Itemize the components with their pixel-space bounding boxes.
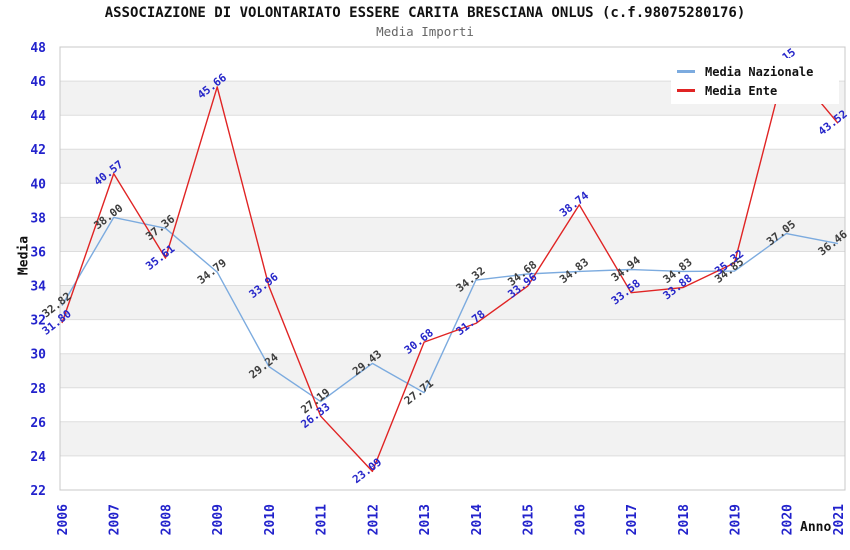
plot-band — [60, 115, 845, 150]
legend-swatch-icon — [677, 70, 695, 73]
series-line-media-ente[interactable] — [61, 60, 839, 473]
plot-band — [60, 421, 845, 456]
y-tick-label: 42 — [30, 143, 46, 158]
y-tick-label: 28 — [30, 382, 46, 397]
y-tick-label: 44 — [30, 109, 46, 124]
x-tick-label: 2011 — [315, 504, 330, 535]
y-tick-label: 24 — [30, 450, 46, 465]
plot-band — [60, 353, 845, 388]
x-tick-label: 2016 — [573, 504, 588, 535]
legend-item-media-ente[interactable]: Media Ente — [677, 81, 833, 100]
x-tick-label: 2013 — [418, 504, 433, 535]
plot-band — [60, 285, 845, 320]
x-tick-label: 2014 — [470, 504, 485, 535]
plot-band — [60, 387, 845, 422]
legend-label: Media Nazionale — [705, 64, 814, 79]
y-axis-title: Media — [16, 235, 32, 276]
x-tick-label: 2007 — [108, 504, 123, 535]
y-tick-label: 46 — [30, 75, 46, 90]
x-tick-label: 2019 — [729, 504, 744, 535]
plot-band — [60, 183, 845, 218]
x-tick-label: 2008 — [160, 504, 175, 535]
x-tick-label: 2021 — [832, 504, 847, 535]
y-tick-label: 22 — [30, 484, 46, 499]
legend-swatch-icon — [677, 89, 695, 92]
y-tick-label: 30 — [30, 348, 46, 363]
chart-subtitle: Media Importi — [376, 24, 474, 39]
x-tick-label: 2017 — [625, 504, 640, 535]
plot-band — [60, 251, 845, 286]
plot-band — [60, 217, 845, 252]
series-line-media-nazionale[interactable] — [61, 216, 839, 403]
y-tick-label: 48 — [30, 41, 46, 56]
chart-title: ASSOCIAZIONE DI VOLONTARIATO ESSERE CARI… — [104, 5, 746, 21]
y-tick-label: 36 — [30, 246, 46, 261]
x-tick-label: 2010 — [263, 504, 278, 535]
y-tick-label: 26 — [30, 416, 46, 431]
plot-band — [60, 455, 845, 490]
legend-item-media-nazionale[interactable]: Media Nazionale — [677, 62, 833, 81]
x-tick-label: 2020 — [780, 504, 795, 535]
x-tick-label: 2009 — [211, 504, 226, 535]
y-tick-label: 34 — [30, 280, 46, 295]
y-tick-label: 40 — [30, 177, 46, 192]
x-tick-label: 2006 — [56, 504, 71, 535]
x-axis-title: Anno — [800, 520, 832, 535]
legend: Media Nazionale Media Ente — [671, 58, 839, 104]
plot-band — [60, 319, 845, 354]
x-tick-label: 2015 — [522, 504, 537, 535]
legend-label: Media Ente — [705, 83, 778, 98]
plot-band — [60, 149, 845, 184]
y-tick-label: 38 — [30, 211, 46, 226]
y-tick-label: 32 — [30, 314, 46, 329]
x-tick-label: 2012 — [366, 504, 381, 535]
plot-border — [59, 46, 846, 491]
x-tick-label: 2018 — [677, 504, 692, 535]
